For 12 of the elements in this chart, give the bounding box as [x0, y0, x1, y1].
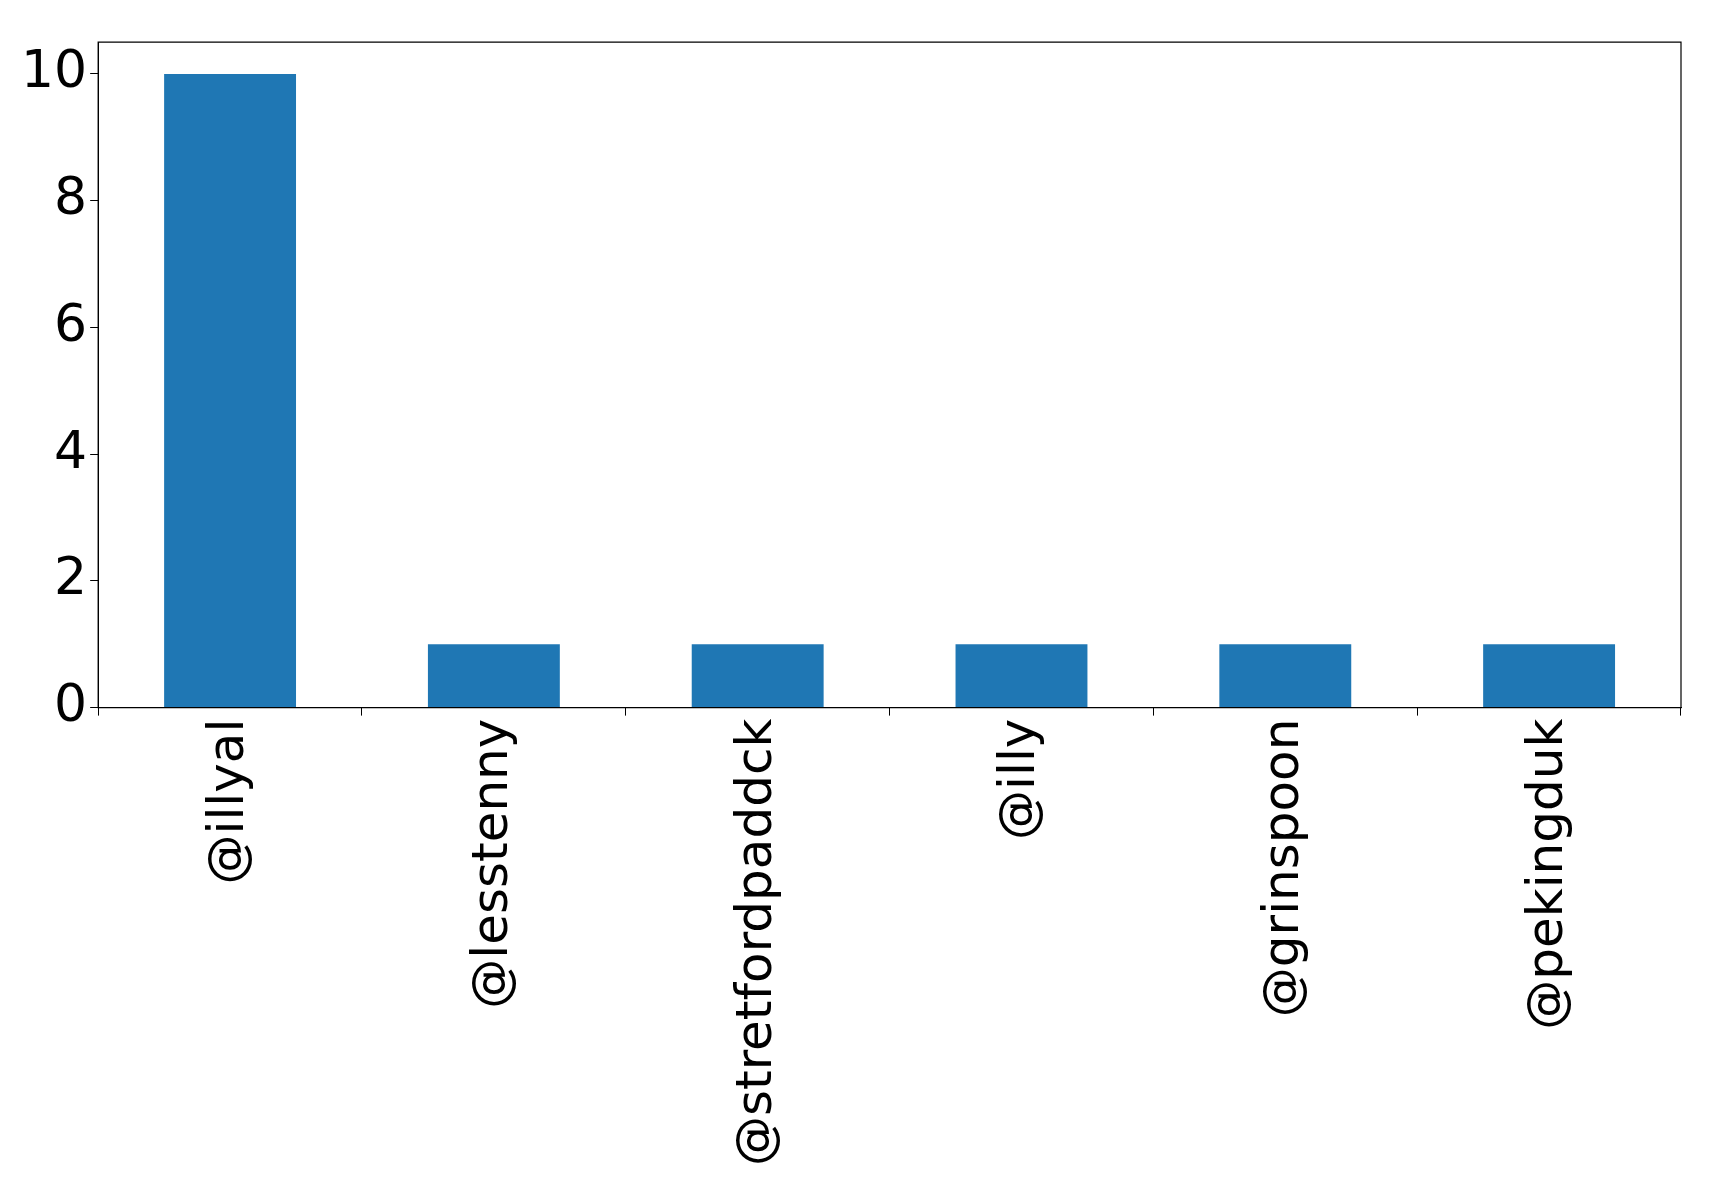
x-tick-label: @illyal — [197, 718, 256, 885]
x-tick-label: @stretfordpaddck — [724, 718, 783, 1166]
y-tick-label: 8 — [54, 166, 88, 227]
y-tick-label: 6 — [54, 292, 88, 353]
y-tick-label: 2 — [54, 546, 88, 607]
y-tick-label: 10 — [21, 39, 88, 100]
x-tick-label: @lesstenny — [460, 718, 519, 1009]
y-tick-label: 0 — [54, 673, 88, 734]
x-tick-label: @grinspoon — [1252, 718, 1311, 1018]
y-tick-label: 4 — [54, 419, 88, 480]
x-tick-label: @pekingduk — [1516, 718, 1575, 1030]
x-tick-label: @illy — [988, 718, 1047, 840]
